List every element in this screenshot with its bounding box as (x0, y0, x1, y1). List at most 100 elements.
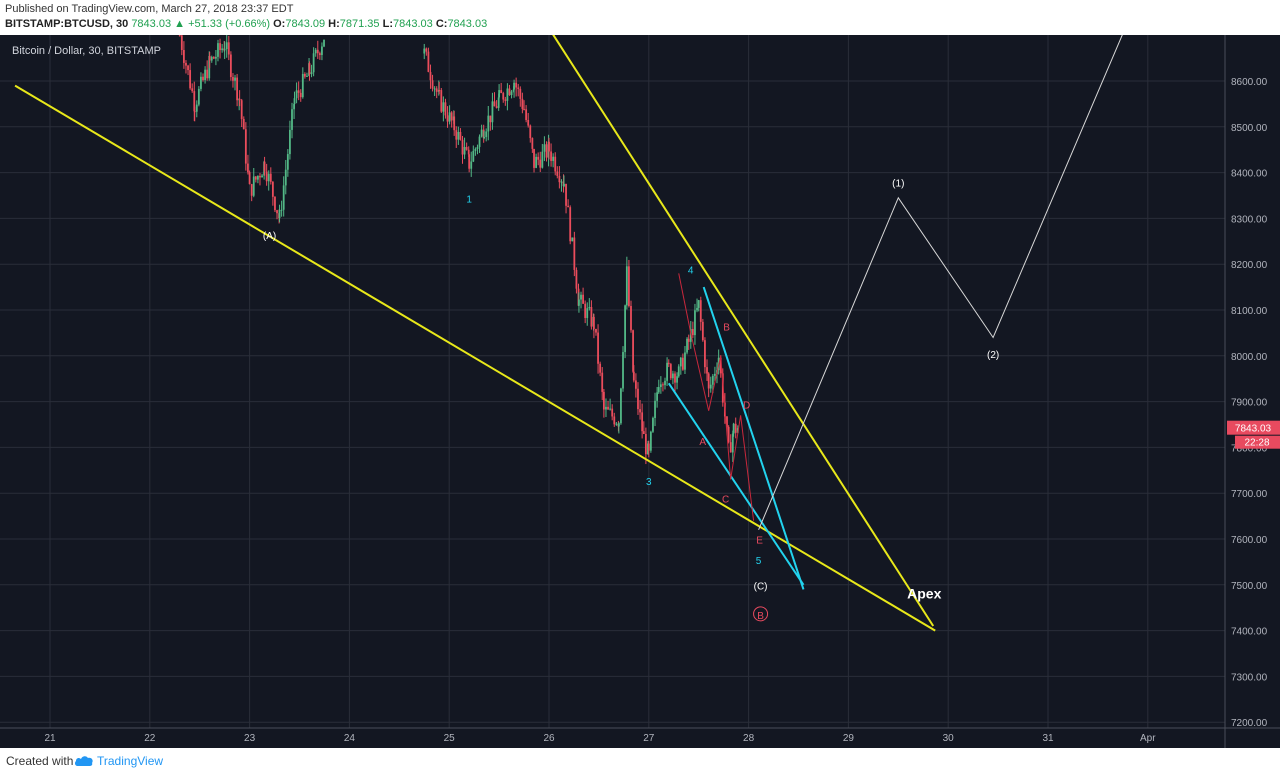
candle-body (212, 56, 215, 59)
x-tick-label: 29 (843, 733, 855, 744)
label-apex: Apex (907, 586, 941, 602)
candle-body (318, 53, 321, 55)
y-tick-label: 8300.00 (1231, 214, 1268, 225)
candle-body (429, 71, 432, 81)
published-line: Published on TradingView.com, March 27, … (5, 3, 294, 15)
candle-body (519, 88, 522, 99)
label-proj-2: (2) (987, 350, 999, 361)
x-tick-label: 23 (244, 733, 256, 744)
candle-body (438, 90, 441, 92)
tradingview-logo[interactable]: TradingView (74, 751, 163, 771)
candle-body (535, 156, 538, 168)
candle-body (726, 416, 728, 427)
countdown-tag (1235, 435, 1280, 449)
candle-body (282, 185, 285, 210)
y-tick-label: 8100.00 (1231, 306, 1268, 317)
candle-body (517, 87, 520, 89)
footer-bar (0, 748, 1280, 776)
candle-body (502, 93, 505, 100)
candle-body (489, 115, 492, 123)
candle-body (289, 129, 291, 155)
close-label: C: (435, 18, 448, 30)
candle-body (550, 151, 552, 161)
candle-body (217, 43, 219, 57)
candle-body (533, 148, 535, 168)
price-chart[interactable]: 8600.00 8500.00 8400.00 8300.00 8200.00 8100.… (0, 35, 1280, 748)
chart-area[interactable] (0, 35, 1280, 748)
candle-body (423, 48, 426, 54)
candle-body (208, 55, 211, 61)
candle-body (247, 163, 249, 173)
candle-body (624, 305, 626, 353)
candle-body (709, 384, 712, 389)
y-tick-label: 8500.00 (1231, 123, 1268, 134)
candle-body (729, 442, 732, 453)
candle-body (590, 307, 593, 327)
candle-body (681, 357, 684, 370)
y-tick-label: 7700.00 (1231, 489, 1268, 500)
candle-body (498, 90, 500, 98)
candle-body (599, 363, 602, 373)
candle-body (301, 73, 304, 98)
label-sub-B: B (723, 323, 730, 334)
candle-body (684, 352, 686, 370)
candle-body (306, 75, 308, 77)
candle-body (238, 98, 241, 101)
candle-body (293, 98, 296, 105)
tradingview-cloud-icon (74, 756, 93, 766)
candle-body (225, 42, 228, 50)
candle-body (615, 423, 618, 425)
candle-body (630, 305, 632, 331)
candle-body (595, 328, 597, 333)
candle-body (195, 104, 198, 112)
high-label: H: (328, 18, 340, 30)
x-tick-label: 24 (344, 733, 356, 744)
projection-path (758, 35, 1123, 531)
candle-body (694, 310, 696, 336)
candle-body (662, 384, 664, 386)
candle-body (620, 388, 622, 424)
candle-body (525, 109, 528, 120)
candle-body (543, 144, 546, 152)
x-tick-label: 25 (444, 733, 456, 744)
candle-body (611, 408, 614, 417)
label-proj-1: (1) (892, 178, 904, 189)
label-sub-E: E (756, 536, 763, 547)
candle-body (286, 154, 289, 170)
label-wave-3: 3 (646, 477, 652, 488)
candle-body (513, 82, 515, 90)
candle-body (677, 366, 680, 377)
candle-body (635, 380, 637, 389)
candle-body (580, 294, 582, 300)
candle-body (552, 156, 555, 161)
candle-body (493, 101, 496, 107)
candle-body (617, 423, 620, 427)
candle-body (274, 196, 276, 211)
candle-body (284, 169, 287, 186)
lower-trendline (14, 84, 936, 632)
candle-body (465, 146, 468, 150)
x-tick-label: Apr (1140, 733, 1156, 744)
top-info-bar (0, 0, 1280, 35)
candle-body (485, 131, 488, 138)
label-sub-A: A (699, 437, 706, 448)
candle-body (641, 412, 644, 432)
candle-body (455, 130, 458, 140)
candle-body (628, 266, 630, 306)
candle-body (457, 131, 460, 140)
candle-body (450, 112, 453, 121)
candle-body (463, 146, 466, 155)
candle-body (308, 63, 311, 75)
candle-body (276, 210, 278, 214)
label-wave-4: 4 (688, 265, 694, 276)
candle-body (647, 443, 650, 451)
candle-body (210, 56, 213, 61)
candle-body (267, 173, 270, 182)
candle-body (236, 77, 239, 101)
x-tick-label: 30 (943, 733, 955, 744)
candle-body (697, 300, 700, 308)
candle-body (637, 388, 639, 410)
candle-body (701, 321, 704, 341)
candle-body (461, 139, 464, 155)
candle-body (215, 56, 217, 59)
